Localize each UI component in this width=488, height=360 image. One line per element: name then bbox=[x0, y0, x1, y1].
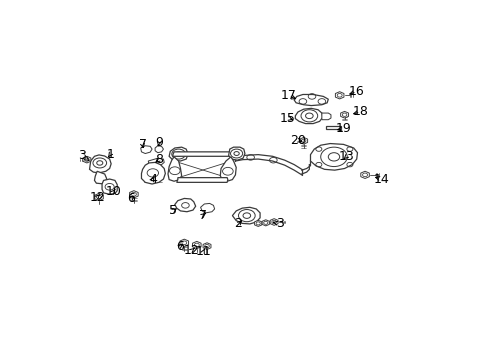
Text: 19: 19 bbox=[335, 122, 350, 135]
Polygon shape bbox=[102, 179, 117, 194]
Polygon shape bbox=[175, 198, 195, 212]
Text: 1: 1 bbox=[106, 148, 114, 161]
Text: 16: 16 bbox=[348, 85, 364, 98]
Polygon shape bbox=[203, 243, 210, 249]
Polygon shape bbox=[83, 156, 91, 163]
Polygon shape bbox=[232, 207, 260, 224]
Polygon shape bbox=[95, 193, 103, 201]
Polygon shape bbox=[340, 111, 348, 118]
Polygon shape bbox=[310, 144, 357, 170]
Polygon shape bbox=[94, 171, 106, 184]
Text: 13: 13 bbox=[338, 150, 353, 163]
Text: 20: 20 bbox=[289, 134, 305, 147]
Polygon shape bbox=[295, 108, 322, 123]
Text: 10: 10 bbox=[105, 185, 121, 198]
Polygon shape bbox=[155, 146, 163, 153]
Text: 3: 3 bbox=[273, 217, 284, 230]
Polygon shape bbox=[180, 239, 188, 246]
Polygon shape bbox=[360, 171, 368, 179]
Text: 17: 17 bbox=[280, 89, 296, 102]
Text: 5: 5 bbox=[168, 204, 177, 217]
Text: 4: 4 bbox=[148, 172, 157, 185]
Polygon shape bbox=[326, 126, 340, 129]
Polygon shape bbox=[228, 147, 244, 160]
Polygon shape bbox=[254, 220, 261, 226]
Polygon shape bbox=[141, 162, 165, 184]
Polygon shape bbox=[262, 220, 269, 226]
Polygon shape bbox=[176, 177, 227, 183]
Text: 9: 9 bbox=[155, 136, 163, 149]
Polygon shape bbox=[141, 146, 152, 153]
Polygon shape bbox=[192, 242, 201, 249]
Polygon shape bbox=[269, 219, 278, 225]
Polygon shape bbox=[220, 157, 236, 181]
Text: 15: 15 bbox=[279, 112, 295, 125]
Polygon shape bbox=[89, 155, 111, 173]
Polygon shape bbox=[335, 92, 343, 99]
Polygon shape bbox=[129, 191, 138, 198]
Polygon shape bbox=[169, 147, 188, 161]
Polygon shape bbox=[294, 94, 327, 105]
Text: 7: 7 bbox=[199, 208, 207, 221]
Text: 6: 6 bbox=[127, 192, 135, 205]
Text: 11: 11 bbox=[195, 245, 211, 258]
Polygon shape bbox=[200, 203, 214, 213]
Text: 2: 2 bbox=[234, 217, 242, 230]
Polygon shape bbox=[321, 113, 330, 120]
Text: 3: 3 bbox=[78, 149, 89, 162]
Text: 6: 6 bbox=[176, 240, 183, 253]
Text: 7: 7 bbox=[138, 138, 146, 151]
Polygon shape bbox=[168, 157, 181, 181]
Text: 12: 12 bbox=[183, 244, 199, 257]
Polygon shape bbox=[299, 138, 307, 144]
Polygon shape bbox=[173, 152, 232, 156]
Polygon shape bbox=[148, 158, 164, 166]
Text: 12: 12 bbox=[89, 190, 105, 203]
Text: 14: 14 bbox=[373, 172, 388, 185]
Text: 18: 18 bbox=[352, 105, 367, 118]
Text: 8: 8 bbox=[155, 153, 163, 166]
